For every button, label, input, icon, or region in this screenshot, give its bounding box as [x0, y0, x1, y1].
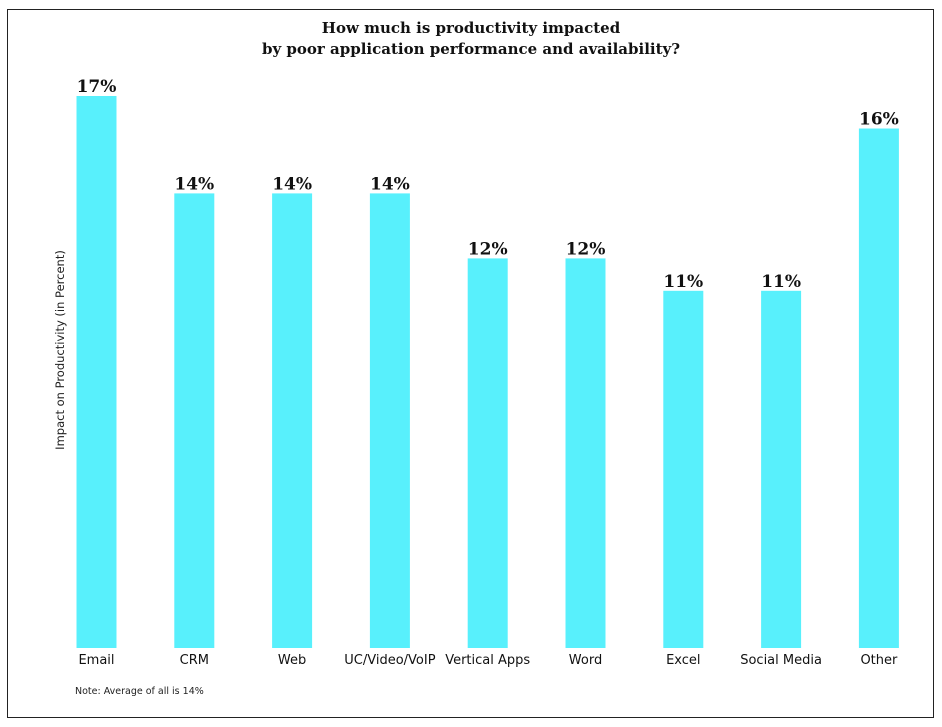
bar-excel: [663, 290, 704, 648]
category-label-excel: Excel: [666, 653, 700, 668]
chart-title-line-2: by poor application performance and avai…: [261, 40, 681, 58]
value-label-word: 12%: [566, 239, 606, 259]
value-label-email: 17%: [77, 77, 117, 97]
bar-web: [272, 193, 313, 648]
bar-other: [858, 128, 899, 648]
category-label-other: Other: [860, 653, 898, 668]
value-label-web: 14%: [272, 174, 312, 194]
category-label-vertical-apps: Vertical Apps: [445, 653, 530, 668]
category-label-email: Email: [78, 653, 114, 668]
value-label-other: 16%: [859, 110, 899, 130]
bar-email: [76, 96, 117, 648]
chart-note: Note: Average of all is 14%: [75, 686, 204, 697]
category-label-uc-video-voip: UC/Video/VoIP: [344, 653, 435, 668]
bar-uc-video-voip: [369, 193, 410, 648]
value-label-crm: 14%: [174, 174, 214, 194]
bar-crm: [174, 193, 215, 648]
value-labels-group: 17% 14% 14% 14% 12% 12% 11% 11% 16%: [77, 77, 899, 292]
chart-title-line-1: How much is productivity impacted: [321, 19, 621, 37]
bar-vertical-apps: [467, 258, 508, 648]
value-label-social-media: 11%: [761, 272, 801, 292]
category-label-web: Web: [278, 653, 306, 668]
bar-word: [565, 258, 606, 648]
category-labels-group: Email CRM Web UC/Video/VoIP Vertical Apps Wor…: [78, 653, 898, 668]
bar-social-media: [761, 290, 802, 648]
bars-group: [76, 96, 899, 648]
category-label-crm: CRM: [180, 653, 209, 668]
value-label-vertical-apps: 12%: [468, 239, 508, 259]
category-label-word: Word: [569, 653, 602, 668]
value-label-uc-video-voip: 14%: [370, 174, 410, 194]
value-label-excel: 11%: [663, 272, 703, 292]
category-label-social-media: Social Media: [740, 653, 822, 668]
chart-title: How much is productivity impacted by poo…: [0, 18, 942, 60]
